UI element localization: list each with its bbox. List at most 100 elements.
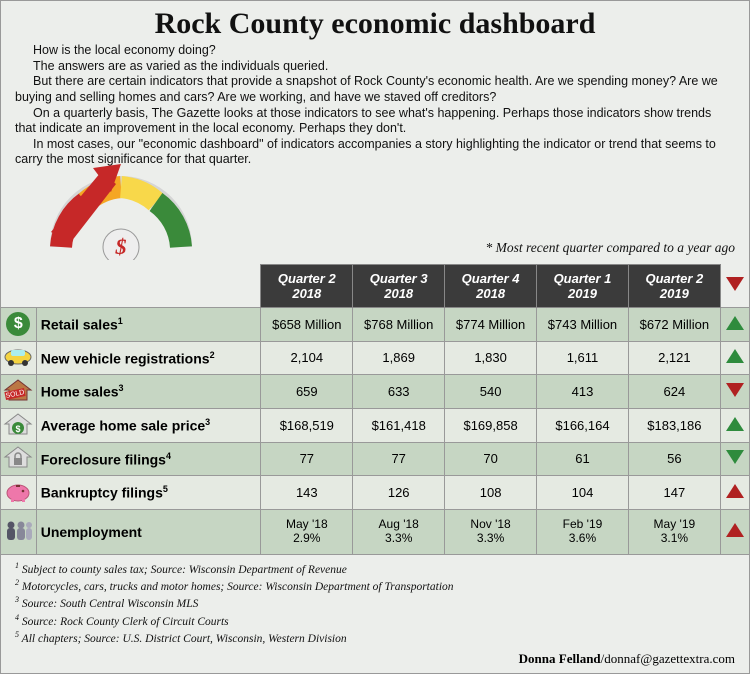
trend-cell <box>720 341 749 375</box>
value-cell: $768 Million <box>353 308 445 342</box>
trend-cell <box>720 442 749 476</box>
value-cell: 1,830 <box>445 341 537 375</box>
value-cell: May '182.9% <box>261 509 353 554</box>
col-q2-2019: Quarter 22019 <box>628 265 720 308</box>
value-cell: 126 <box>353 476 445 510</box>
row-icon <box>1 341 36 375</box>
value-cell: $658 Million <box>261 308 353 342</box>
trend-up-icon <box>726 523 744 537</box>
value-cell: 2,121 <box>628 341 720 375</box>
row-label: Average home sale price3 <box>36 408 261 442</box>
value-cell: $168,519 <box>261 408 353 442</box>
row-label: Foreclosure filings4 <box>36 442 261 476</box>
row-label: New vehicle registrations2 <box>36 341 261 375</box>
row-label: Home sales3 <box>36 375 261 409</box>
value-cell: 61 <box>537 442 629 476</box>
row-icon <box>1 442 36 476</box>
table-row: Foreclosure filings47777706156 <box>1 442 749 476</box>
row-icon: $ <box>1 308 36 342</box>
header-icon-col <box>1 265 36 308</box>
table-row: $ Average home sale price3$168,519$161,41… <box>1 408 749 442</box>
value-cell: 104 <box>537 476 629 510</box>
row-icon: $ <box>1 408 36 442</box>
trend-up-icon <box>726 484 744 498</box>
col-q2-2018: Quarter 22018 <box>261 265 353 308</box>
table-row: UnemploymentMay '182.9%Aug '183.3%Nov '1… <box>1 509 749 554</box>
trend-down-icon <box>726 450 744 464</box>
note-row: $ * Most recent quarter compared to a ye… <box>1 174 749 264</box>
trend-up-icon <box>726 417 744 431</box>
value-cell: 1,869 <box>353 341 445 375</box>
trend-cell <box>720 408 749 442</box>
value-cell: $774 Million <box>445 308 537 342</box>
trend-cell <box>720 509 749 554</box>
svg-text:$: $ <box>16 424 21 434</box>
value-cell: Aug '183.3% <box>353 509 445 554</box>
value-cell: 624 <box>628 375 720 409</box>
value-cell: 413 <box>537 375 629 409</box>
footnote-2: 2 Motorcycles, cars, trucks and motor ho… <box>15 578 735 595</box>
credit-line: Donna Felland/donnaf@gazettextra.com <box>1 649 749 673</box>
table-row: SOLDHome sales3659633540413624 <box>1 375 749 409</box>
dashboard-table: Quarter 22018 Quarter 32018 Quarter 4201… <box>1 264 749 555</box>
footnotes: 1 Subject to county sales tax; Source: W… <box>1 555 749 650</box>
value-cell: 540 <box>445 375 537 409</box>
header-label-col <box>36 265 261 308</box>
table-row: Bankruptcy filings5143126108104147 <box>1 476 749 510</box>
value-cell: 1,611 <box>537 341 629 375</box>
value-cell: Feb '193.6% <box>537 509 629 554</box>
header-row: Quarter 22018 Quarter 32018 Quarter 4201… <box>1 265 749 308</box>
svg-text:$: $ <box>115 234 127 259</box>
intro-p1: How is the local economy doing? <box>15 43 735 59</box>
trend-up-icon <box>726 349 744 363</box>
footnote-4: 4 Source: Rock County Clerk of Circuit C… <box>15 613 735 630</box>
value-cell: 147 <box>628 476 720 510</box>
row-icon <box>1 476 36 510</box>
table-row: New vehicle registrations22,1041,8691,83… <box>1 341 749 375</box>
credit-email: donnaf@gazettextra.com <box>604 651 735 666</box>
col-q1-2019: Quarter 12019 <box>537 265 629 308</box>
intro-p4: On a quarterly basis, The Gazette looks … <box>15 106 735 137</box>
intro-text: How is the local economy doing? The answ… <box>1 43 749 174</box>
trend-cell <box>720 375 749 409</box>
col-q4-2018: Quarter 42018 <box>445 265 537 308</box>
dashboard-container: Rock County economic dashboard How is th… <box>0 0 750 674</box>
value-cell: 2,104 <box>261 341 353 375</box>
comparison-note: * Most recent quarter compared to a year… <box>486 240 735 256</box>
row-icon <box>1 509 36 554</box>
value-cell: 77 <box>353 442 445 476</box>
gauge-icon: $ <box>31 162 221 264</box>
trend-up-icon <box>726 316 744 330</box>
page-title: Rock County economic dashboard <box>1 1 749 43</box>
value-cell: $672 Million <box>628 308 720 342</box>
value-cell: 659 <box>261 375 353 409</box>
trend-cell <box>720 308 749 342</box>
trend-header-icon <box>726 277 744 291</box>
intro-p3: But there are certain indicators that pr… <box>15 74 735 105</box>
trend-cell <box>720 476 749 510</box>
table-row: $Retail sales1$658 Million$768 Million$7… <box>1 308 749 342</box>
value-cell: 108 <box>445 476 537 510</box>
credit-name: Donna Felland <box>519 651 601 666</box>
value-cell: May '193.1% <box>628 509 720 554</box>
col-q3-2018: Quarter 32018 <box>353 265 445 308</box>
intro-p2: The answers are as varied as the individ… <box>15 59 735 75</box>
value-cell: 633 <box>353 375 445 409</box>
row-icon: SOLD <box>1 375 36 409</box>
value-cell: $161,418 <box>353 408 445 442</box>
value-cell: $183,186 <box>628 408 720 442</box>
value-cell: $166,164 <box>537 408 629 442</box>
header-trend-col <box>720 265 749 308</box>
footnote-1: 1 Subject to county sales tax; Source: W… <box>15 561 735 578</box>
value-cell: $169,858 <box>445 408 537 442</box>
value-cell: 56 <box>628 442 720 476</box>
value-cell: Nov '183.3% <box>445 509 537 554</box>
row-label: Unemployment <box>36 509 261 554</box>
footnote-3: 3 Source: South Central Wisconsin MLS <box>15 595 735 612</box>
value-cell: 77 <box>261 442 353 476</box>
row-label: Bankruptcy filings5 <box>36 476 261 510</box>
value-cell: 143 <box>261 476 353 510</box>
value-cell: $743 Million <box>537 308 629 342</box>
trend-down-icon <box>726 383 744 397</box>
row-label: Retail sales1 <box>36 308 261 342</box>
